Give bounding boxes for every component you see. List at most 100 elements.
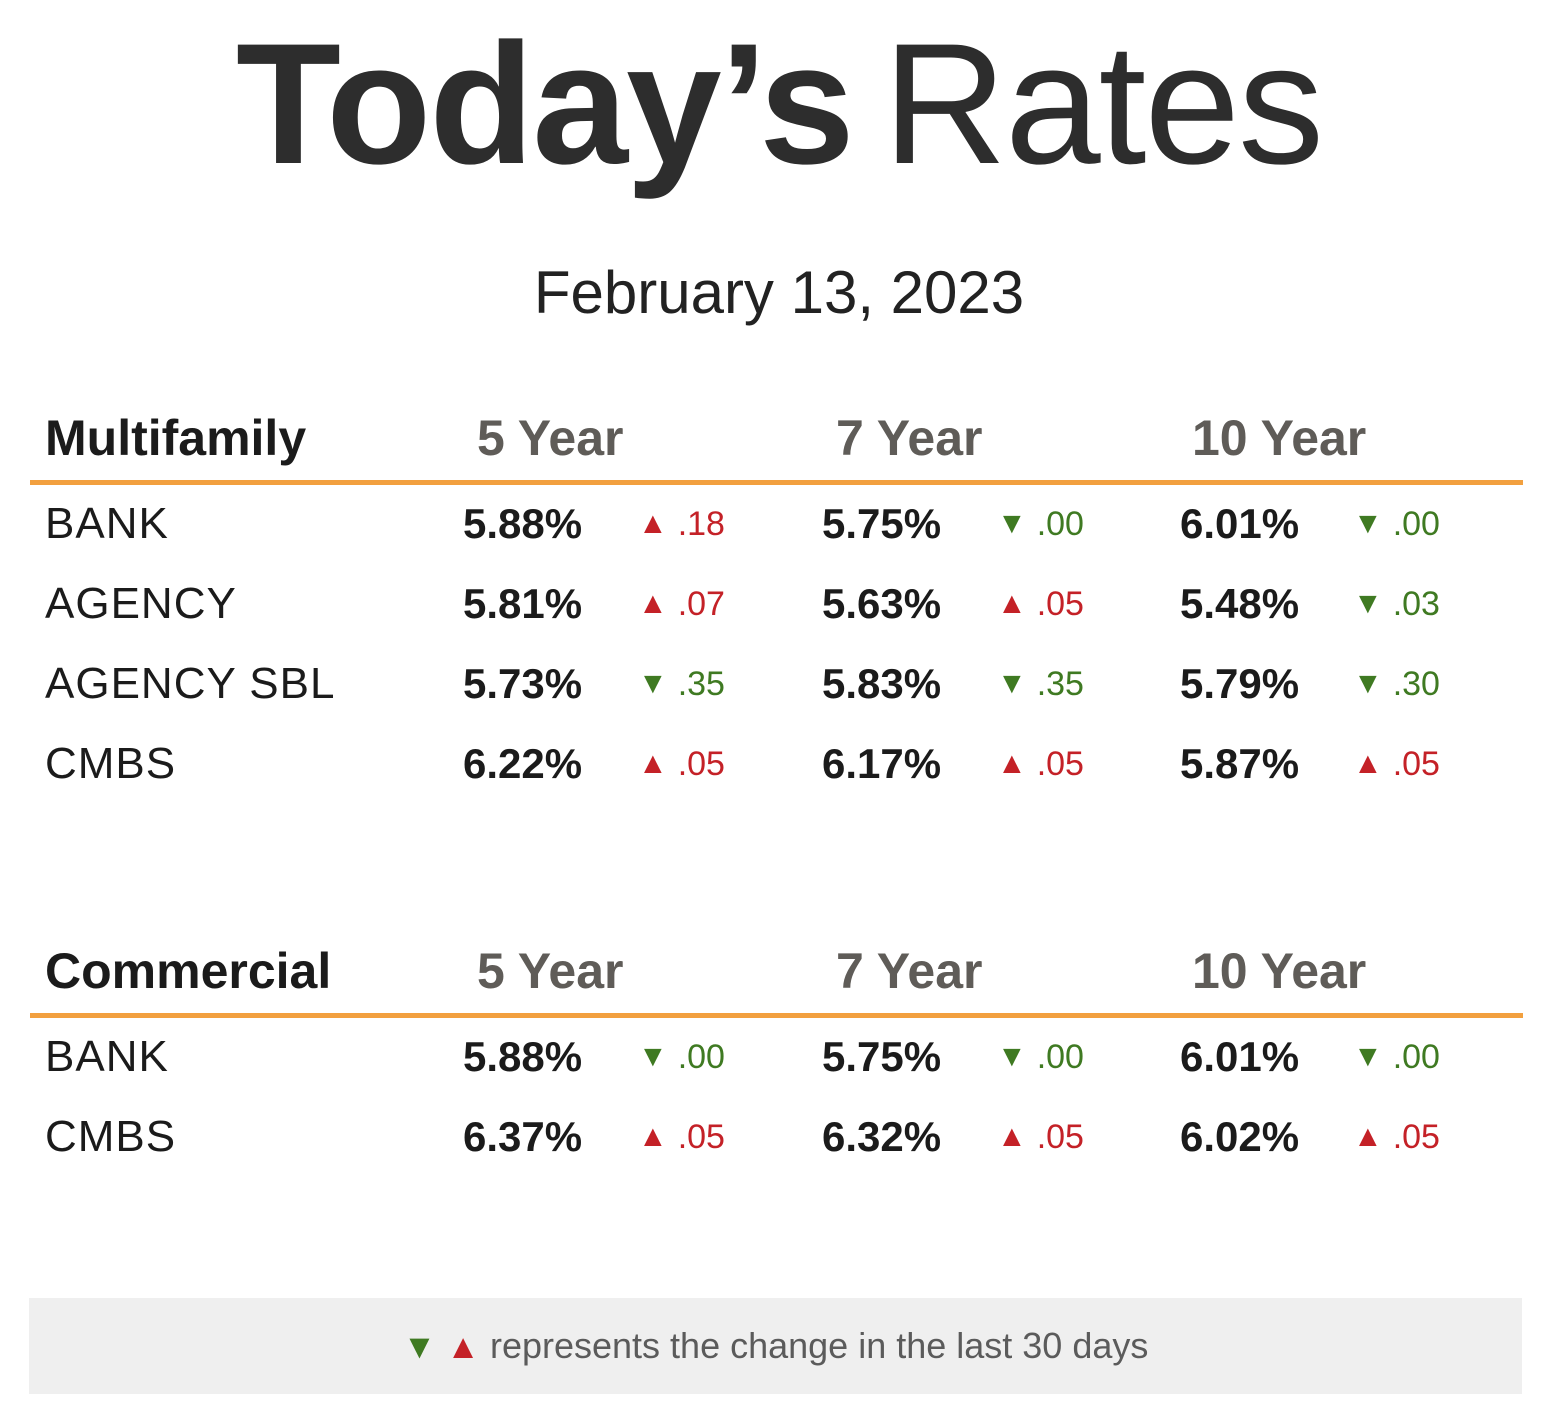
rate-value: 5.79% (1180, 660, 1300, 707)
rate-change: ▲ .05 (638, 734, 725, 794)
change-value: .35 (677, 665, 725, 703)
change-value: .07 (677, 585, 725, 623)
change-value: .05 (1392, 745, 1440, 783)
up-arrow-icon: ▲ (638, 587, 668, 620)
title-bold: Today’s (235, 8, 855, 200)
down-arrow-icon: ▼ (638, 667, 668, 700)
rates-date: February 13, 2023 (533, 259, 1025, 326)
legend-footer: ▼ ▲ represents the change in the last 30… (29, 1298, 1522, 1394)
rate-change: ▼ .00 (997, 1027, 1084, 1087)
term-header-5-year: 5 Year (477, 410, 624, 466)
rate-value: 5.75% (822, 500, 942, 547)
rate-value: 5.81% (463, 580, 583, 627)
table-row: CMBS 6.37% ▲ .05 6.32% ▲ .05 6.02% ▲ .05 (0, 1107, 1558, 1187)
change-value: .00 (677, 1038, 725, 1076)
rate-change: ▲ .05 (997, 1107, 1084, 1167)
change-value: .05 (1036, 585, 1084, 623)
rate-change: ▲ .18 (638, 494, 725, 554)
rate-value: 6.01% (1180, 500, 1300, 547)
down-arrow-icon: ▼ (402, 1328, 437, 1366)
rate-change: ▲ .05 (997, 734, 1084, 794)
change-value: .05 (1036, 1118, 1084, 1156)
down-arrow-icon: ▼ (997, 667, 1027, 700)
rate-value: 5.88% (463, 500, 583, 547)
table-row: CMBS 6.22% ▲ .05 6.17% ▲ .05 5.87% ▲ .05 (0, 734, 1558, 814)
rate-change: ▲ .05 (1353, 1107, 1440, 1167)
down-arrow-icon: ▼ (1353, 1040, 1383, 1073)
rate-change: ▲ .05 (997, 574, 1084, 634)
rate-value: 5.73% (463, 660, 583, 707)
rate-change: ▼ .00 (1353, 1027, 1440, 1087)
table-row: BANK 5.88% ▼ .00 5.75% ▼ .00 6.01% ▼ .00 (0, 1027, 1558, 1107)
term-header-5-year: 5 Year (477, 943, 624, 999)
row-label: CMBS (45, 1112, 177, 1161)
legend-text: represents the change in the last 30 day… (489, 1325, 1149, 1366)
rate-change: ▲ .07 (638, 574, 725, 634)
change-value: .30 (1392, 665, 1440, 703)
term-header-7-year: 7 Year (836, 943, 983, 999)
rate-value: 6.32% (822, 1113, 942, 1160)
section-divider (30, 1013, 1523, 1018)
rate-change: ▼ .03 (1353, 574, 1440, 634)
change-value: .00 (1036, 505, 1084, 543)
rate-value: 6.22% (463, 740, 583, 787)
table-row: AGENCY 5.81% ▲ .07 5.63% ▲ .05 5.48% ▼ .03 (0, 574, 1558, 654)
table-row: AGENCY SBL 5.73% ▼ .35 5.83% ▼ .35 5.79% ▼ .30 (0, 654, 1558, 734)
rate-value: 6.02% (1180, 1113, 1300, 1160)
row-label: BANK (45, 499, 169, 548)
multifamily-heading: Multifamily (45, 410, 307, 466)
rate-change: ▼ .30 (1353, 654, 1440, 714)
down-arrow-icon: ▼ (1353, 507, 1383, 540)
change-value: .00 (1392, 1038, 1440, 1076)
up-arrow-icon: ▲ (446, 1328, 480, 1366)
up-arrow-icon: ▲ (638, 747, 668, 780)
change-value: .05 (677, 1118, 725, 1156)
down-arrow-icon: ▼ (997, 507, 1027, 540)
change-value: .18 (677, 505, 725, 543)
up-arrow-icon: ▲ (1353, 1120, 1383, 1153)
rate-value: 5.75% (822, 1033, 942, 1080)
term-header-10-year: 10 Year (1192, 410, 1367, 466)
rate-change: ▲ .05 (1353, 734, 1440, 794)
table-row: BANK 5.88% ▲ .18 5.75% ▼ .00 6.01% ▼ .00 (0, 494, 1558, 574)
down-arrow-icon: ▼ (638, 1040, 668, 1073)
up-arrow-icon: ▲ (1353, 747, 1383, 780)
term-header-10-year: 10 Year (1192, 943, 1367, 999)
down-arrow-icon: ▼ (1353, 667, 1383, 700)
section-divider (30, 480, 1523, 485)
rate-value: 6.37% (463, 1113, 583, 1160)
rate-change: ▲ .05 (638, 1107, 725, 1167)
up-arrow-icon: ▲ (997, 587, 1027, 620)
row-label: AGENCY (45, 579, 237, 628)
row-label: CMBS (45, 739, 177, 788)
rate-value: 5.48% (1180, 580, 1300, 627)
rate-change: ▼ .35 (997, 654, 1084, 714)
up-arrow-icon: ▲ (638, 1120, 668, 1153)
rate-value: 6.17% (822, 740, 942, 787)
page-title: Today’s Rates (0, 18, 1558, 190)
up-arrow-icon: ▲ (997, 1120, 1027, 1153)
change-value: .05 (1036, 745, 1084, 783)
term-header-7-year: 7 Year (836, 410, 983, 466)
up-arrow-icon: ▲ (638, 507, 668, 540)
change-value: .05 (677, 745, 725, 783)
rate-value: 5.83% (822, 660, 942, 707)
rate-change: ▼ .00 (1353, 494, 1440, 554)
down-arrow-icon: ▼ (997, 1040, 1027, 1073)
up-arrow-icon: ▲ (997, 747, 1027, 780)
title-light: Rates (882, 8, 1324, 200)
rate-value: 6.01% (1180, 1033, 1300, 1080)
rate-change: ▼ .35 (638, 654, 725, 714)
rate-value: 5.63% (822, 580, 942, 627)
change-value: .05 (1392, 1118, 1440, 1156)
row-label: BANK (45, 1032, 169, 1081)
change-value: .35 (1036, 665, 1084, 703)
change-value: .00 (1036, 1038, 1084, 1076)
rate-value: 5.87% (1180, 740, 1300, 787)
rate-change: ▼ .00 (997, 494, 1084, 554)
row-label: AGENCY SBL (45, 659, 336, 708)
change-value: .03 (1392, 585, 1440, 623)
change-value: .00 (1392, 505, 1440, 543)
down-arrow-icon: ▼ (1353, 587, 1383, 620)
rate-value: 5.88% (463, 1033, 583, 1080)
